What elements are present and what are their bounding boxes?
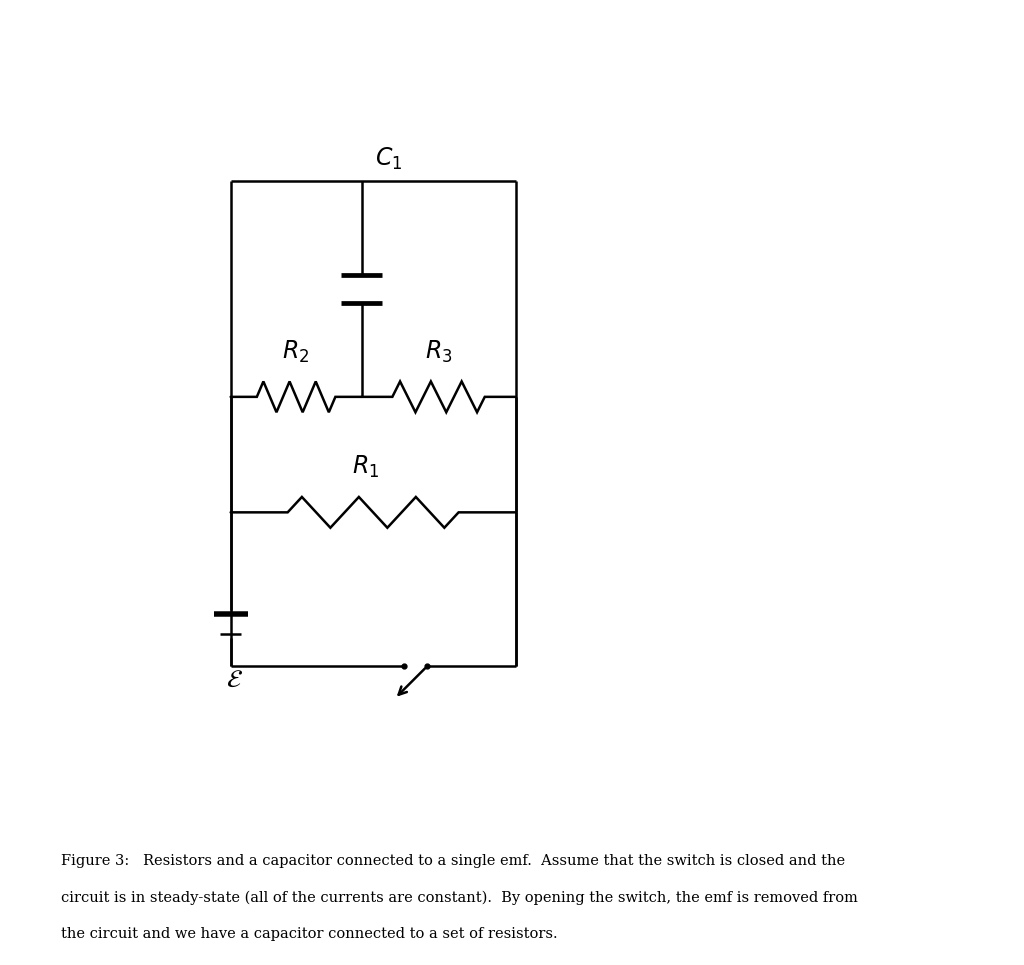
Text: the circuit and we have a capacitor connected to a set of resistors.: the circuit and we have a capacitor conn… [61,927,558,942]
Text: circuit is in steady-state (all of the currents are constant).  By opening the s: circuit is in steady-state (all of the c… [61,891,858,905]
Text: $R_3$: $R_3$ [425,339,453,365]
Text: $R_2$: $R_2$ [283,339,309,365]
Text: $R_1$: $R_1$ [352,454,379,480]
Text: $C_1$: $C_1$ [375,146,402,172]
Text: $\mathcal{E}$: $\mathcal{E}$ [226,669,243,692]
Text: Figure 3:   Resistors and a capacitor connected to a single emf.  Assume that th: Figure 3: Resistors and a capacitor conn… [61,854,846,868]
